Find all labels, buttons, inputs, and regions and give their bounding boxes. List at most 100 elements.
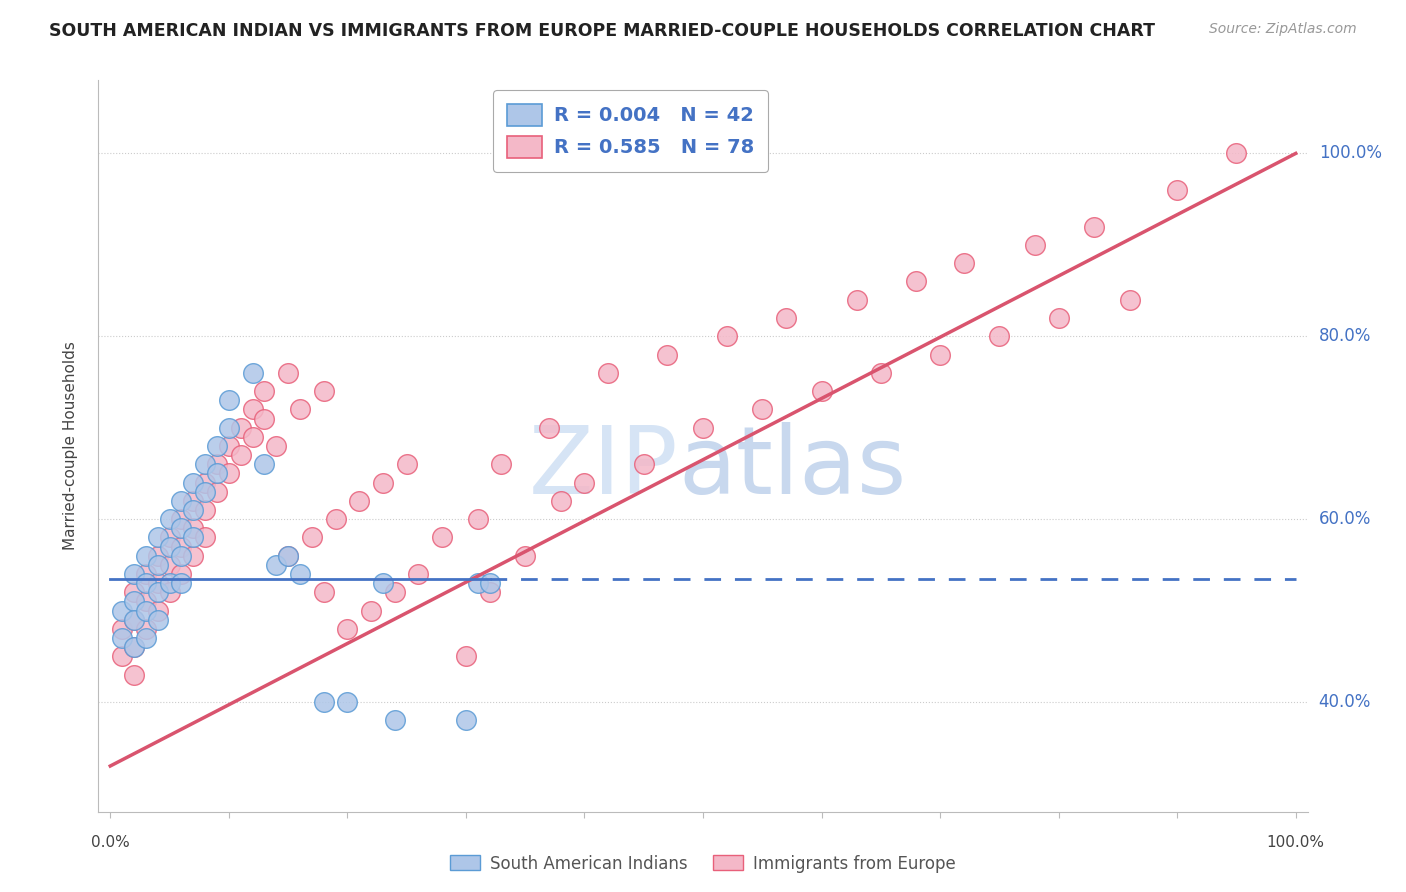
Point [122, 613, 145, 627]
Point [515, 549, 537, 563]
Point [205, 467, 228, 481]
Point [253, 457, 276, 471]
Point [242, 430, 264, 444]
Point [869, 366, 891, 380]
Text: 40.0%: 40.0% [1319, 693, 1371, 711]
Point [218, 393, 240, 408]
Point [146, 558, 169, 572]
Point [242, 402, 264, 417]
Point [218, 439, 240, 453]
Point [181, 549, 204, 563]
Point [194, 484, 217, 499]
Point [194, 503, 217, 517]
Text: 0.0%: 0.0% [91, 835, 129, 849]
Point [384, 585, 406, 599]
Legend: R = 0.004   N = 42, R = 0.585   N = 78: R = 0.004 N = 42, R = 0.585 N = 78 [494, 90, 768, 172]
Point [325, 512, 347, 526]
Point [467, 576, 489, 591]
Point [775, 311, 797, 326]
Point [264, 558, 287, 572]
Point [253, 411, 276, 425]
Point [122, 594, 145, 608]
Point [111, 622, 134, 636]
Point [170, 576, 193, 591]
Point [122, 640, 145, 655]
Point [122, 613, 145, 627]
Legend: South American Indians, Immigrants from Europe: South American Indians, Immigrants from … [444, 848, 962, 880]
Point [170, 494, 193, 508]
Point [170, 521, 193, 535]
Text: atlas: atlas [679, 422, 907, 514]
Point [1119, 293, 1142, 307]
Point [301, 530, 323, 544]
Point [371, 576, 394, 591]
Point [205, 484, 228, 499]
Point [336, 622, 359, 636]
Point [905, 275, 928, 289]
Point [467, 512, 489, 526]
Point [633, 457, 655, 471]
Point [194, 457, 217, 471]
Point [264, 439, 287, 453]
Point [229, 448, 252, 462]
Point [1047, 311, 1070, 326]
Point [170, 549, 193, 563]
Point [657, 347, 679, 362]
Point [312, 384, 335, 399]
Point [159, 585, 181, 599]
Point [181, 494, 204, 508]
Point [716, 329, 738, 343]
Point [194, 530, 217, 544]
Point [170, 567, 193, 582]
Point [146, 549, 169, 563]
Point [122, 585, 145, 599]
Point [194, 475, 217, 490]
Point [146, 613, 169, 627]
Point [312, 695, 335, 709]
Text: 60.0%: 60.0% [1319, 510, 1371, 528]
Point [122, 667, 145, 681]
Point [159, 558, 181, 572]
Point [170, 512, 193, 526]
Point [218, 421, 240, 435]
Point [159, 530, 181, 544]
Point [692, 421, 714, 435]
Point [347, 494, 370, 508]
Point [478, 576, 501, 591]
Point [395, 457, 418, 471]
Point [111, 603, 134, 617]
Point [146, 603, 169, 617]
Point [408, 567, 430, 582]
Point [1083, 219, 1105, 234]
Point [988, 329, 1011, 343]
Text: SOUTH AMERICAN INDIAN VS IMMIGRANTS FROM EUROPE MARRIED-COUPLE HOUSEHOLDS CORREL: SOUTH AMERICAN INDIAN VS IMMIGRANTS FROM… [49, 22, 1156, 40]
Text: Source: ZipAtlas.com: Source: ZipAtlas.com [1209, 22, 1357, 37]
Point [598, 366, 620, 380]
Text: ZIP: ZIP [529, 422, 679, 514]
Point [205, 457, 228, 471]
Point [1024, 237, 1046, 252]
Text: 80.0%: 80.0% [1319, 327, 1371, 345]
Point [491, 457, 513, 471]
Point [135, 567, 157, 582]
Point [810, 384, 832, 399]
Point [288, 402, 311, 417]
Point [111, 649, 134, 664]
Point [146, 530, 169, 544]
Point [111, 631, 134, 645]
Point [454, 714, 477, 728]
Point [181, 503, 204, 517]
Point [170, 540, 193, 554]
Point [277, 366, 299, 380]
Point [478, 585, 501, 599]
Point [159, 540, 181, 554]
Point [146, 576, 169, 591]
Point [218, 467, 240, 481]
Point [454, 649, 477, 664]
Point [146, 585, 169, 599]
Point [312, 585, 335, 599]
Text: 100.0%: 100.0% [1319, 145, 1382, 162]
Point [336, 695, 359, 709]
Point [135, 622, 157, 636]
Point [135, 549, 157, 563]
